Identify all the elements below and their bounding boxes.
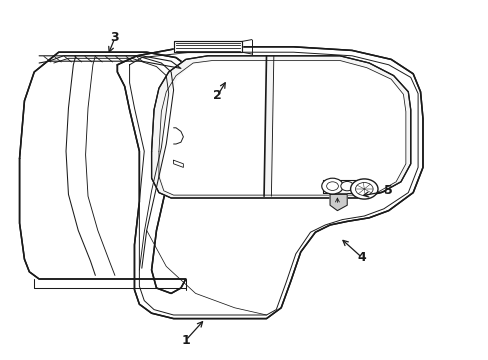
- Polygon shape: [173, 41, 242, 52]
- Polygon shape: [322, 180, 356, 193]
- Circle shape: [321, 178, 343, 194]
- Circle shape: [340, 181, 353, 191]
- Text: 3: 3: [110, 31, 119, 44]
- Polygon shape: [117, 47, 422, 319]
- Text: 2: 2: [213, 89, 222, 102]
- Circle shape: [350, 179, 377, 199]
- Polygon shape: [151, 56, 410, 198]
- Polygon shape: [161, 62, 264, 194]
- Text: 1: 1: [181, 334, 190, 347]
- Polygon shape: [271, 62, 404, 194]
- Polygon shape: [329, 194, 346, 211]
- Text: 5: 5: [384, 184, 392, 197]
- Text: 4: 4: [357, 251, 366, 264]
- Polygon shape: [20, 52, 190, 293]
